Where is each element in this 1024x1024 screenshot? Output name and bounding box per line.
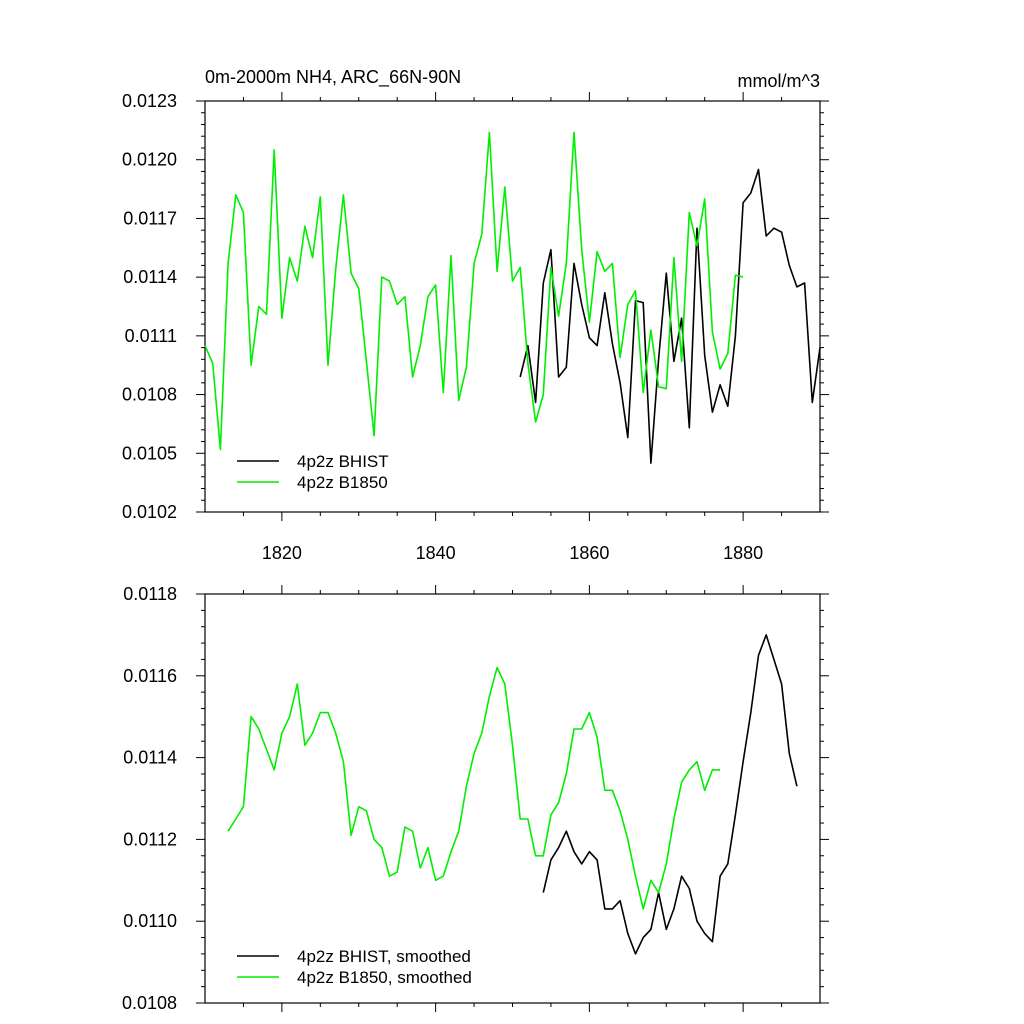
y-tick-label: 0.0110 [123,911,177,931]
y-tick-label: 0.0116 [123,666,177,686]
y-tick-label: 0.0120 [122,150,177,170]
y-tick-label: 0.0114 [123,748,177,768]
series-line-b1850 [227,666,721,910]
y-tick-label: 0.0111 [125,326,177,346]
x-tick-label: 1820 [262,543,302,563]
legend-label-bhist: 4p2z BHIST, smoothed [297,947,471,966]
plot-frame [204,593,821,1004]
top-panel: 0m-2000m NH4, ARC_66N-90N mmol/m^3 0.010… [122,67,829,563]
x-tick-label: 1860 [569,543,609,563]
y-tick-label: 0.0105 [122,443,177,463]
y-tick-label: 0.0108 [122,993,177,1013]
x-tick-label: 1840 [416,543,456,563]
x-tick-label: 1880 [723,543,763,563]
legend-label-b1850: 4p2z B1850 [297,473,388,492]
y-tick-label: 0.0108 [122,385,177,405]
series-line-b1850 [204,131,744,451]
y-tick-label: 0.0118 [123,584,177,604]
series-line-bhist [542,634,798,955]
y-tick-label: 0.0117 [123,208,177,228]
y-tick-label: 0.0102 [122,502,177,522]
y-tick-label: 0.0123 [122,91,177,111]
chart-title: 0m-2000m NH4, ARC_66N-90N [205,67,461,88]
plot-frame [204,100,821,513]
y-tick-label: 0.0112 [123,829,177,849]
units-label: mmol/m^3 [738,71,820,91]
legend-label-bhist: 4p2z BHIST [297,452,389,471]
y-tick-label: 0.0114 [123,267,177,287]
bottom-panel: 0.0108 0.0110 0.0112 0.0114 0.0116 0.0118 4p2z… [122,584,829,1013]
legend-label-b1850: 4p2z B1850, smoothed [297,968,472,987]
